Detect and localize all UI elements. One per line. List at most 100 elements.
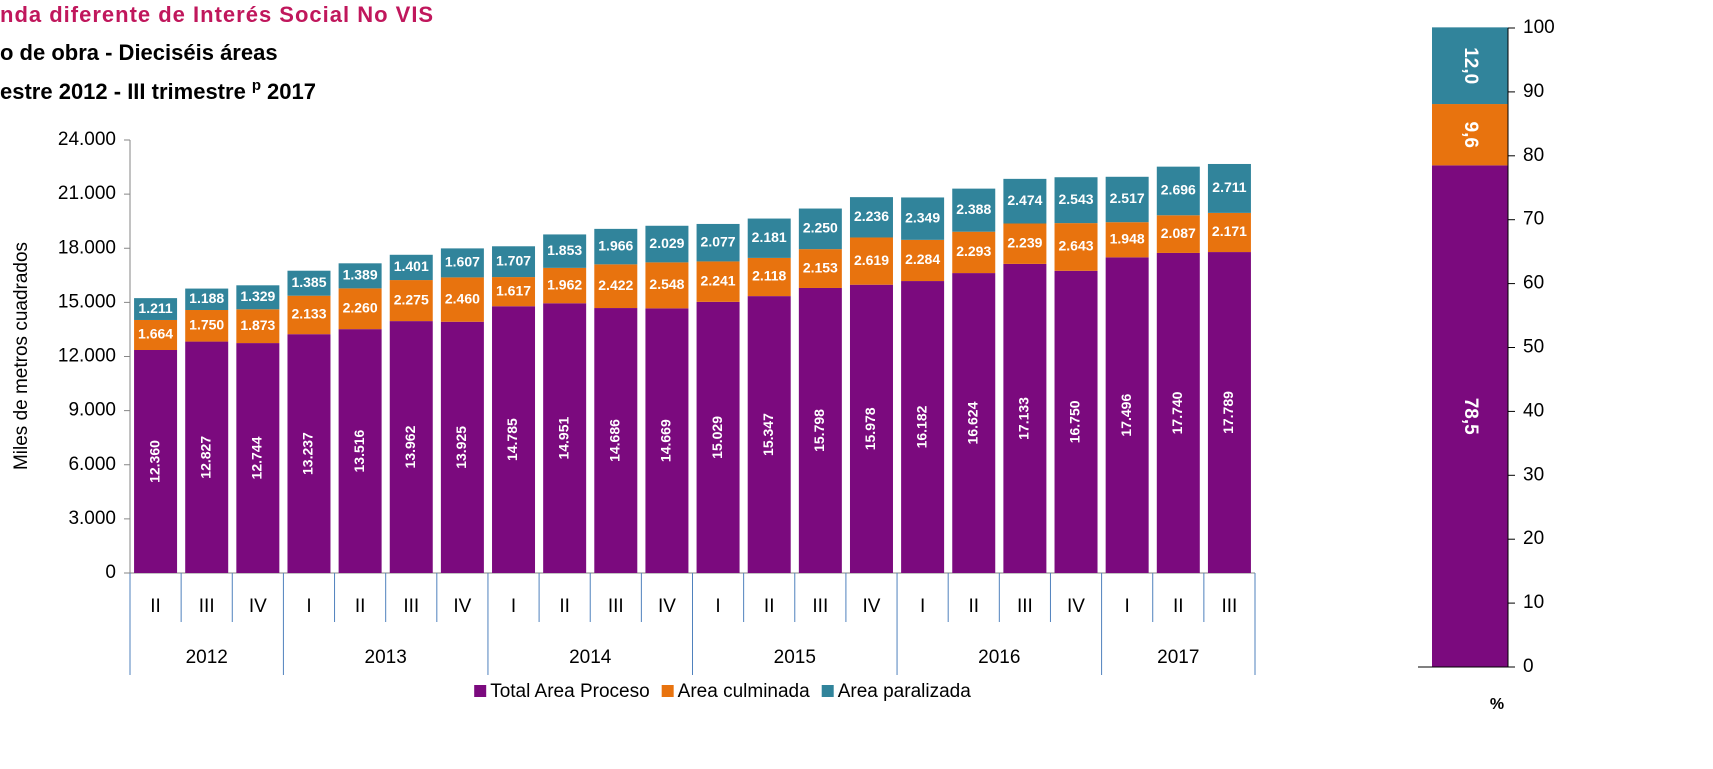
y-tick-label: 60 [1523,273,1544,294]
bar-segment [696,223,740,262]
bar-segment [798,287,842,573]
bar-segment [543,267,587,304]
legend-swatch [661,685,674,697]
bar-segment [338,263,382,289]
bar-segment [594,228,638,265]
data-label: 2.077 [701,233,736,249]
y-axis-title: Miles de metros cuadrados [11,242,32,470]
x-tick-label: I [511,596,516,617]
data-label: 1.962 [547,276,582,292]
y-tick-label: 80 [1523,145,1544,166]
bar-segment [901,239,945,282]
data-label: 2.275 [394,291,429,307]
bar-segment [849,197,893,238]
y-tick-label: 90 [1523,81,1544,102]
bar-segment [134,319,178,351]
data-label: 1.873 [240,317,275,333]
data-label: 15.347 [760,413,776,456]
data-label: 1.853 [547,242,582,258]
bar-segment [594,308,638,573]
bar-segment [798,208,842,250]
bar-segment [1003,263,1047,573]
data-label: 2.349 [905,209,940,225]
data-label: 2.543 [1058,191,1093,207]
data-label: 12,0 [1460,47,1481,84]
bar-segment [952,273,996,573]
data-label: 2.153 [803,259,838,275]
bar-segment [492,277,536,307]
x-group-label: 2013 [365,647,407,668]
data-label: 2.118 [752,268,786,284]
bar-segment [440,321,484,573]
x-tick-label: III [1017,596,1033,617]
bar-segment [236,285,280,310]
x-tick-label: III [812,596,828,617]
data-label: 2.517 [1110,190,1145,206]
data-label: 2.236 [854,208,889,224]
bar-segment [1054,177,1098,224]
data-label: 2.388 [956,201,991,217]
bar-segment [1156,252,1200,573]
data-label: 1.329 [240,288,275,304]
bar-segment [338,288,382,330]
subtitle-text: 2017 [267,79,316,104]
bar-segment [236,343,280,573]
data-label: 2.260 [343,299,378,315]
bar-segment [185,310,229,342]
bar-segment [287,334,331,573]
x-tick-label: I [920,596,925,617]
bar-segment [1207,212,1251,253]
data-label: 17.740 [1169,391,1185,434]
data-label: 2.239 [1007,234,1042,250]
data-label: 15.029 [709,416,725,459]
bar-segment [1105,176,1149,223]
x-tick-label: I [715,596,720,617]
data-label: 2.133 [291,306,326,322]
bar-segment [747,218,791,258]
x-tick-label: III [608,596,624,617]
legend-label: Area culminada [678,681,810,702]
y-tick-label: 6.000 [68,454,116,475]
data-label: 1.750 [189,316,224,332]
data-label: 78,5 [1460,398,1481,435]
bar-segment [440,248,484,278]
bar-segment [1105,222,1149,258]
bar-segment [901,281,945,573]
bar-segment [747,257,791,297]
data-label: 14.785 [504,418,520,461]
bar-segment [389,321,433,573]
data-label: 2.087 [1161,225,1196,241]
data-label: 1.607 [445,254,480,270]
bar-segment [1003,223,1047,264]
chart-subtitle: o de obra - Dieciséis áreas [0,40,278,65]
bar-segment [134,350,178,573]
data-label: 2.171 [1212,223,1247,239]
x-tick-label: II [1173,596,1184,617]
subtitle-sup: p [252,77,261,94]
x-tick-label: IV [1067,596,1085,617]
legend-swatch [821,685,834,697]
y-tick-label: 50 [1523,337,1544,358]
data-label: 1.664 [138,326,173,342]
data-label: 1.966 [598,237,633,253]
data-label: 13.516 [351,429,367,472]
y-tick-label: 30 [1523,464,1544,485]
legend-label: Total Area Proceso [490,681,649,702]
data-label: 17.133 [1016,397,1032,440]
data-label: 1.389 [343,267,378,283]
y-tick-label: 24.000 [58,129,116,150]
bar-segment [952,188,996,232]
bar-segment [1054,223,1098,271]
x-tick-label: IV [453,596,471,617]
bar-segment [1156,215,1200,253]
x-tick-label: III [199,596,215,617]
bar-segment [747,296,791,573]
data-label: 17.496 [1118,394,1134,437]
bar-segment [849,284,893,573]
bar-segment [185,288,229,311]
y-tick-label: 18.000 [58,237,116,258]
data-label: 1.948 [1110,230,1145,246]
bar-segment [543,234,587,268]
data-label: 2.250 [803,220,838,236]
bar-segment [645,308,689,573]
